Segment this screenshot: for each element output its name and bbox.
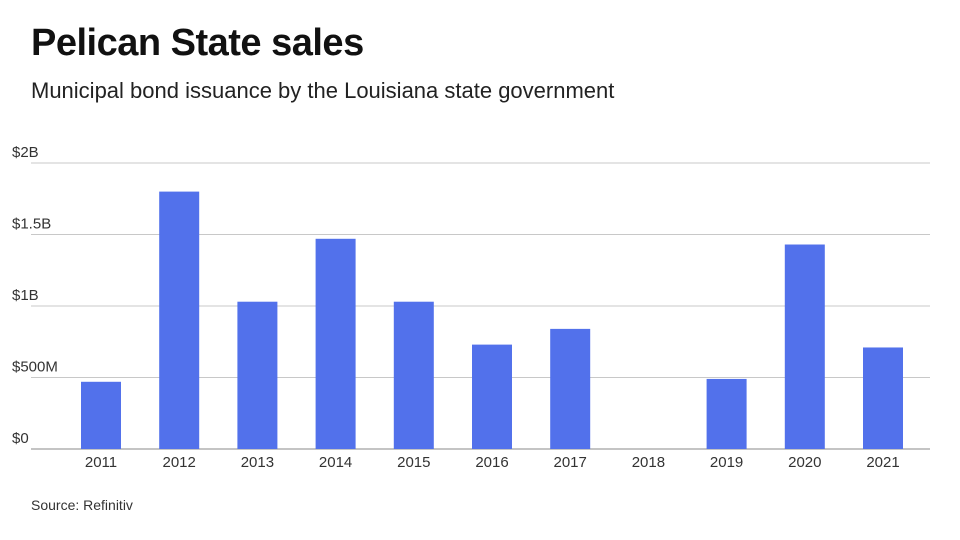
source-note: Source: Refinitiv	[31, 497, 133, 513]
bar-2016	[472, 344, 512, 449]
x-tick-label: 2014	[319, 454, 352, 471]
bar-2017	[550, 328, 591, 449]
y-tick-label: $1.5B	[12, 216, 51, 233]
bar-2019	[706, 378, 747, 449]
bar-2012	[159, 191, 200, 449]
bar-2014	[315, 238, 356, 449]
x-tick-label: 2012	[163, 454, 196, 471]
bars	[81, 191, 903, 449]
y-tick-label: $1B	[12, 287, 39, 304]
chart-subtitle: Municipal bond issuance by the Louisiana…	[31, 78, 615, 103]
y-tick-label: $0	[12, 430, 29, 447]
x-tick-label: 2018	[632, 454, 665, 471]
bar-2011	[81, 381, 121, 449]
y-axis-ticks: $0 $500M $1B $1.5B $2B	[12, 144, 58, 447]
x-tick-label: 2020	[788, 454, 821, 471]
y-tick-label: $500M	[12, 359, 58, 376]
x-tick-label: 2016	[475, 454, 508, 471]
x-tick-label: 2011	[85, 454, 117, 471]
bar-2015	[393, 301, 434, 449]
bar-2020	[784, 244, 825, 449]
x-axis-ticks: 2011 2012 2013 2014 2015 2016 2017 2018 2019 2020…	[85, 454, 900, 471]
bar-2013	[237, 301, 278, 449]
y-tick-label: $2B	[12, 144, 39, 161]
x-tick-label: 2019	[710, 454, 743, 471]
x-tick-label: 2013	[241, 454, 274, 471]
chart-title: Pelican State sales	[31, 22, 364, 64]
bar-2021	[863, 347, 903, 449]
x-tick-label: 2017	[554, 454, 587, 471]
x-tick-label: 2015	[397, 454, 430, 471]
x-tick-label: 2021	[866, 454, 899, 471]
